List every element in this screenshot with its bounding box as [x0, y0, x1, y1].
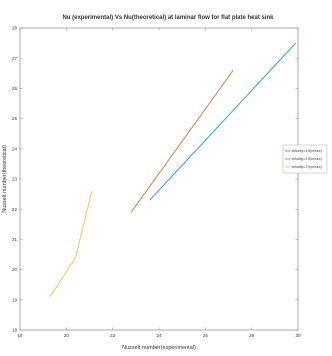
chart-title: Nu (experimental) Vs Nu(theoretical) at …: [62, 15, 274, 21]
x-tick-label: 24: [156, 333, 162, 338]
x-axis: 18 20 22 24 26 28 30: [17, 28, 301, 338]
legend: velocity=3.5(m/sec) velocity=3.5(m/sec) ve…: [282, 144, 328, 174]
x-tick-label: 30: [295, 333, 301, 338]
x-tick-label: 28: [249, 333, 255, 338]
x-axis-label: Nusselt number(experimental): [122, 345, 196, 351]
y-tick-label: 22: [12, 207, 18, 212]
plot-area: [19, 27, 299, 331]
series-line-1: [149, 42, 297, 201]
y-tick-label: 27: [12, 56, 18, 61]
y-tick-label: 18: [12, 328, 18, 333]
series-line-3: [49, 190, 93, 298]
y-tick-label: 26: [12, 86, 18, 91]
series-lines: [49, 42, 297, 298]
y-tick-label: 19: [12, 297, 18, 302]
y-tick-label: 20: [12, 267, 18, 272]
legend-entry: velocity=3.5(m/sec): [292, 149, 322, 153]
legend-box: [282, 144, 328, 174]
legend-entry: velocity=2.9(m/sec): [292, 165, 322, 169]
y-axis-label: Nusselt number(theoretical): [2, 145, 8, 213]
y-tick-label: 28: [12, 26, 18, 31]
x-tick-label: 22: [110, 333, 116, 338]
x-tick-label: 26: [203, 333, 209, 338]
y-axis: 18 19 20 21 22 23 24 25 26 27 28: [12, 26, 298, 333]
legend-entry: velocity=3.5(m/sec): [292, 157, 322, 161]
series-line-2: [130, 69, 234, 213]
y-tick-label: 25: [12, 116, 18, 121]
y-tick-label: 21: [12, 237, 18, 242]
x-tick-label: 18: [17, 333, 23, 338]
y-tick-label: 24: [12, 146, 18, 151]
x-tick-label: 20: [64, 333, 70, 338]
y-tick-label: 23: [12, 177, 18, 182]
